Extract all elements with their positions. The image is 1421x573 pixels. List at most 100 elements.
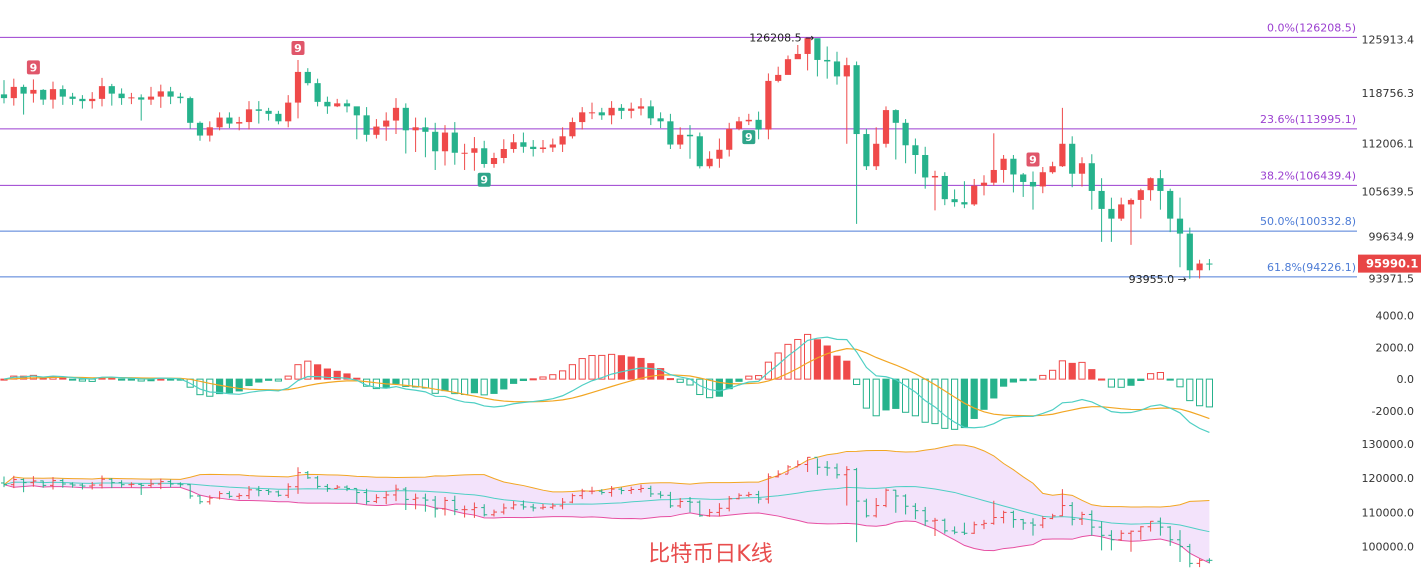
macd-histogram-bar: [970, 378, 978, 419]
macd-histogram-bar: [167, 378, 175, 381]
candle-body: [30, 89, 37, 94]
macd-histogram-bar: [470, 378, 478, 394]
macd-histogram-bar: [598, 354, 606, 380]
bollinger-axis-tick: 110000.0: [1362, 506, 1415, 519]
candle-body: [745, 119, 752, 122]
macd-histogram-bar: [794, 338, 802, 380]
candle-body: [618, 107, 625, 111]
fib-label: 38.2%(106439.4): [1260, 169, 1356, 182]
candle-body: [716, 149, 723, 159]
candle-body: [294, 71, 302, 103]
current-price-tag-bg: [1358, 254, 1421, 273]
price-annotations: 126208.5 → 93955.0 →: [749, 31, 1187, 285]
candle-body: [98, 86, 106, 99]
macd-histogram-bar: [216, 378, 224, 395]
candle-body: [500, 149, 507, 158]
candle-body: [902, 122, 909, 146]
macd-panel: 4000.0 2000.0 0.0 -2000.0: [0, 310, 1414, 434]
bollinger-mid-line: [3, 481, 1210, 533]
candle-body: [40, 89, 47, 100]
chart-caption: 比特币日K线: [648, 542, 773, 567]
price-axis-tick: 125913.4: [1362, 34, 1415, 47]
macd-histogram-bar: [490, 378, 498, 394]
macd-histogram-bar: [1019, 378, 1027, 382]
candle-body: [1029, 181, 1037, 187]
td-marker-badge: [477, 172, 491, 187]
macd-histogram-bar: [461, 378, 469, 395]
fib-label: 50.0%(100332.8): [1260, 215, 1356, 228]
current-price-tag: 95990.1: [1358, 254, 1421, 273]
candle-body: [530, 146, 537, 150]
candle-body: [461, 152, 468, 154]
candle-body: [118, 93, 125, 99]
current-price-label: 95990.1: [1366, 257, 1418, 271]
macd-histogram-bar: [480, 378, 488, 396]
macd-histogram-bar: [314, 364, 322, 380]
macd-histogram-bar: [1039, 374, 1047, 380]
macd-histogram-bar: [1196, 378, 1204, 407]
macd-histogram-bar: [343, 373, 351, 380]
candle-body: [569, 122, 576, 137]
candle-body: [608, 107, 615, 116]
macd-histogram-bar: [774, 352, 782, 380]
candle-body: [853, 65, 860, 135]
macd-histogram-bar: [245, 378, 253, 387]
macd-histogram-bar: [1078, 361, 1086, 380]
candle-body: [451, 132, 458, 153]
macd-histogram-bar: [333, 370, 341, 380]
macd-histogram-bar: [304, 360, 312, 380]
macd-histogram-bar: [529, 378, 537, 381]
macd-histogram-bar: [872, 378, 880, 417]
macd-histogram-bar: [1166, 378, 1174, 381]
macd-histogram-bar: [108, 377, 116, 380]
macd-histogram-bar: [627, 356, 635, 380]
candle-body: [637, 106, 645, 109]
candle-body: [961, 202, 968, 205]
price-panel: 0.0%(126208.5) 23.6%(113995.1) 38.2%(10643…: [0, 21, 1421, 286]
candle-body: [765, 80, 772, 130]
candle-body: [1108, 208, 1115, 219]
macd-histogram-bar: [1000, 378, 1008, 387]
macd-histogram-bar: [0, 378, 8, 381]
candle-body: [10, 86, 17, 99]
candle-body: [187, 98, 194, 123]
macd-histogram-bar: [127, 378, 136, 381]
candle-body: [177, 96, 184, 99]
macd-histogram-bar: [353, 377, 361, 380]
macd-histogram-bar: [1137, 378, 1145, 381]
macd-histogram-bar: [617, 355, 625, 380]
macd-histogram-bar: [59, 377, 67, 380]
candle-body: [1049, 166, 1056, 173]
candle-body: [814, 38, 821, 60]
macd-histogram-bar: [568, 364, 576, 380]
candle-body: [196, 122, 204, 136]
candle-body: [1157, 178, 1164, 191]
candle-body: [588, 112, 596, 114]
candle-body: [598, 112, 605, 116]
candle-body: [706, 158, 713, 167]
macd-histogram-bar: [833, 355, 841, 380]
candle-body: [216, 117, 223, 128]
macd-histogram-bar: [1147, 373, 1155, 380]
macd-histogram-bar: [549, 374, 557, 380]
candle-body: [824, 59, 831, 62]
macd-histogram-bar: [990, 378, 998, 399]
candle-body: [147, 96, 155, 100]
fibonacci-levels: 0.0%(126208.5) 23.6%(113995.1) 38.2%(10643…: [0, 21, 1357, 278]
macd-histogram-bar: [1009, 378, 1017, 383]
candle-body: [980, 182, 988, 186]
candle-body: [265, 110, 272, 114]
candle-body: [549, 144, 556, 148]
price-axis-tick: 93971.5: [1369, 273, 1415, 286]
macd-histogram-bar: [911, 378, 919, 417]
price-axis-tick: 112006.1: [1362, 138, 1415, 151]
macd-histogram-bar: [157, 378, 165, 381]
macd-histogram-bar: [980, 378, 988, 410]
macd-dif-line: [3, 336, 1210, 434]
candle-body: [873, 143, 880, 167]
candle-body: [167, 91, 174, 97]
candle-body: [931, 175, 939, 178]
candle-body: [833, 61, 841, 77]
candle-body: [138, 97, 145, 100]
candle-body: [510, 142, 517, 150]
